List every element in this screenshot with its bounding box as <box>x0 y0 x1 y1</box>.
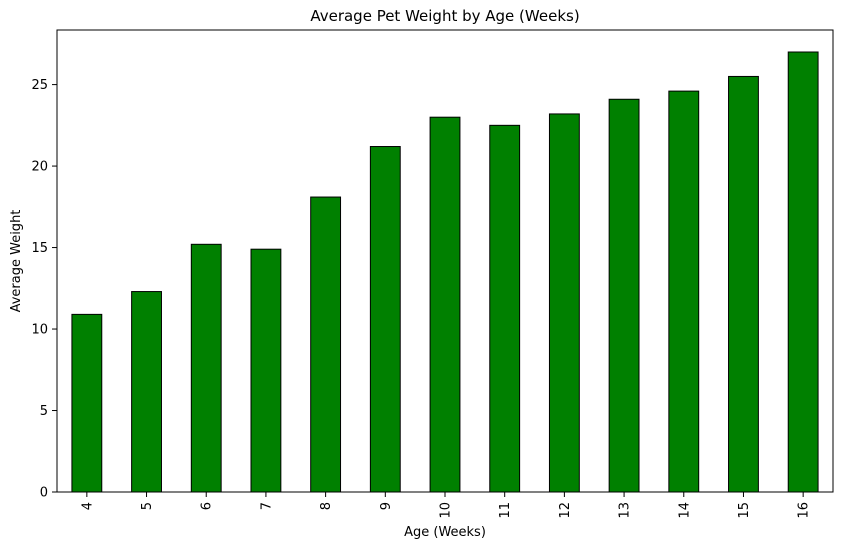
x-tick-label: 10 <box>439 502 454 519</box>
y-tick-label: 20 <box>31 160 48 175</box>
y-tick-label: 5 <box>40 404 48 419</box>
x-tick-label: 11 <box>498 502 513 519</box>
bar-13 <box>608 98 640 493</box>
y-tick-label: 0 <box>40 486 48 501</box>
bar-16 <box>787 51 819 493</box>
bar-6 <box>190 243 222 493</box>
y-tick-label: 15 <box>31 241 48 256</box>
x-tick-label: 16 <box>797 502 812 519</box>
bar-14 <box>668 90 700 493</box>
plot-frame <box>56 29 834 493</box>
y-tick-label: 10 <box>31 323 48 338</box>
bar-5 <box>131 291 162 493</box>
x-tick-label: 8 <box>319 502 334 510</box>
bar-11 <box>489 124 521 493</box>
bar-4 <box>71 313 103 493</box>
y-tick-label: 25 <box>31 78 48 93</box>
bar-12 <box>548 113 580 493</box>
bar-8 <box>310 196 342 493</box>
bar-7 <box>250 248 282 493</box>
x-tick-label: 15 <box>737 502 752 519</box>
x-axis-label: Age (Weeks) <box>404 525 486 540</box>
x-tick-label: 4 <box>80 502 95 510</box>
y-axis-label: Average Weight <box>9 210 24 313</box>
x-tick-label: 12 <box>558 502 573 519</box>
bar-9 <box>369 146 401 493</box>
x-tick-label: 9 <box>379 502 394 510</box>
x-tick-label: 6 <box>200 502 215 510</box>
x-tick-label: 7 <box>259 502 274 510</box>
bar-15 <box>728 75 759 493</box>
x-tick-label: 14 <box>677 502 692 519</box>
chart-title: Average Pet Weight by Age (Weeks) <box>310 7 579 25</box>
x-tick-label: 5 <box>140 502 155 510</box>
x-tick-label: 13 <box>618 502 633 519</box>
bar-10 <box>429 116 461 493</box>
